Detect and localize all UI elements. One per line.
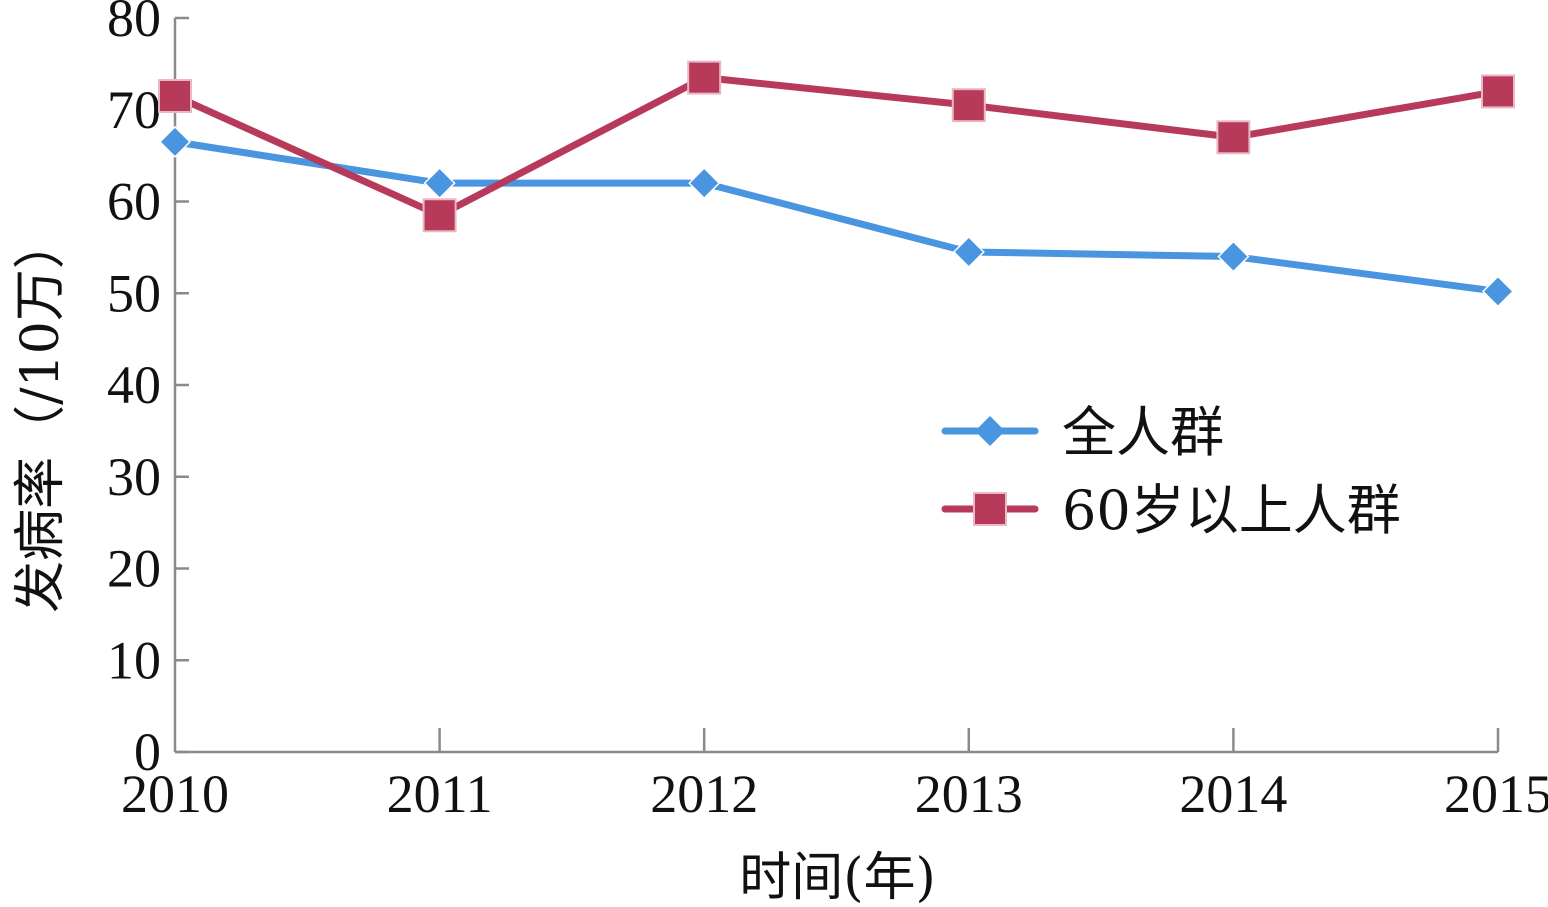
data-point-square [951, 88, 986, 123]
x-tick-label: 2010 [121, 764, 229, 824]
y-tick-label: 80 [107, 0, 161, 48]
legend-square-marker [973, 492, 1007, 526]
legend-label: 60岁以上人群 [1062, 479, 1401, 542]
data-point-diamond [1217, 240, 1250, 273]
legend-item-over-60-population: 60岁以上人群 [941, 479, 1401, 542]
y-tick-label: 30 [107, 447, 161, 507]
x-tick-label: 2014 [1179, 764, 1287, 824]
data-point-diamond [952, 235, 985, 269]
x-tick-label: 2013 [915, 764, 1023, 824]
legend-label: 全人群 [1062, 401, 1224, 464]
series-layer [158, 60, 1515, 308]
y-tick-label: 10 [107, 630, 161, 690]
data-point-square [687, 60, 722, 95]
y-axis-title: 发病率（/10万） [11, 217, 71, 613]
series-0 [158, 125, 1515, 308]
data-point-diamond [158, 125, 192, 158]
y-ticks: 0 10 20 30 40 50 60 70 80 [107, 0, 189, 782]
legend: 全人群 60岁以上人群 [941, 401, 1401, 542]
y-tick-label: 50 [107, 263, 161, 323]
data-point-square [1481, 74, 1515, 109]
data-point-square [1216, 120, 1251, 155]
x-ticks: 2010 2011 2012 2013 2014 2015 [121, 728, 1548, 824]
y-tick-label: 20 [107, 539, 161, 599]
x-tick-label: 2011 [387, 764, 493, 824]
y-tick-label: 60 [107, 172, 161, 232]
legend-diamond-marker [975, 416, 1005, 446]
data-point-square [158, 78, 192, 113]
y-tick-label: 70 [107, 80, 161, 140]
series-line [171, 138, 1502, 295]
x-tick-label: 2015 [1444, 764, 1548, 824]
series-line [171, 74, 1502, 219]
data-point-diamond [423, 167, 456, 200]
x-tick-label: 2012 [650, 764, 758, 824]
legend-item-all-population: 全人群 [941, 401, 1224, 464]
x-axis-title: 时间(年) [739, 848, 936, 907]
data-point-diamond [1481, 275, 1515, 308]
data-point-diamond [688, 167, 721, 200]
y-tick-label: 0 [134, 722, 161, 782]
series-1 [158, 60, 1515, 233]
y-tick-label: 40 [107, 355, 161, 415]
data-point-square [422, 198, 457, 233]
